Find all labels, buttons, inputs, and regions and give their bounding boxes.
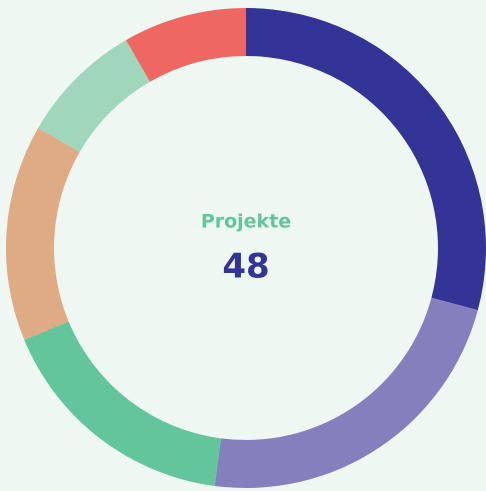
donut-segment [38, 40, 151, 153]
donut-segment [24, 321, 221, 486]
donut-segment [126, 7, 246, 82]
donut-segment [214, 297, 478, 488]
donut [5, 7, 486, 488]
donut-segment [246, 8, 486, 311]
center-label: Projekte [201, 211, 291, 233]
center-value: 48 [222, 247, 269, 287]
donut-segment [5, 128, 80, 340]
